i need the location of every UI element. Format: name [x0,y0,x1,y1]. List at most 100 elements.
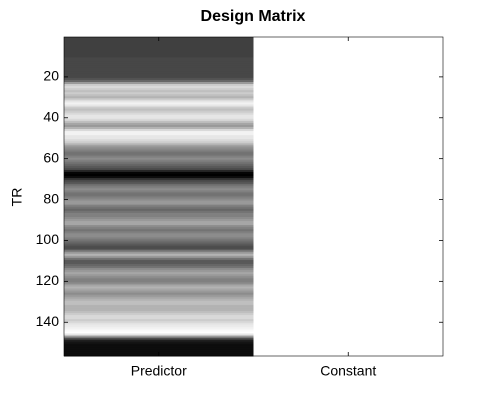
heatmap-cell [253,182,444,185]
heatmap-cell [64,225,254,228]
heatmap-cell [253,81,444,85]
heatmap-cell [253,319,444,322]
heatmap-cell [64,118,254,122]
heatmap-cell [253,96,444,99]
heatmap-cell [64,223,254,226]
heatmap-cell [64,343,254,347]
heatmap-cell [253,59,444,63]
heatmap-cell [253,304,444,308]
heatmap-cell [64,255,254,259]
heatmap-cell [253,71,444,75]
heatmap-cell [253,126,444,130]
y-tick-label: 60 [43,149,59,165]
heatmap-cell [253,112,444,116]
heatmap-cell [64,57,254,60]
heatmap-cell [253,73,444,77]
heatmap-cell [253,208,444,212]
heatmap-cell [253,237,444,240]
heatmap-cell [253,235,444,238]
heatmap-cell [64,135,254,138]
heatmap-cell [64,108,254,112]
heatmap-cell [64,116,254,120]
heatmap-cell [64,102,254,105]
heatmap-cell [253,155,444,159]
heatmap-cell [64,268,254,271]
x-tick-label: Constant [320,363,376,379]
axes: Predictor Constant 20 40 60 80 100 120 140 [36,36,444,379]
heatmap-cell [253,331,444,335]
heatmap-cell [253,321,444,324]
heatmap-cell [64,139,254,142]
heatmap-cell [253,141,444,144]
heatmap-cell [64,180,254,183]
heatmap-cell [64,241,254,245]
heatmap-cell [253,253,444,257]
heatmap-cell [253,174,444,177]
heatmap-cell [253,118,444,122]
heatmap-cell [253,86,444,89]
heatmap-cell [253,343,444,347]
y-tick-label: 20 [43,68,59,84]
heatmap-cell [64,69,254,73]
heatmap-cell [64,114,254,118]
heatmap-cell [64,315,254,318]
heatmap-cell [64,84,254,87]
heatmap-cell [64,347,254,351]
heatmap-cell [253,200,444,204]
heatmap-cell [253,268,444,271]
heatmap-cell [64,306,254,310]
heatmap-cell [64,147,254,150]
heatmap-cell [64,71,254,75]
heatmap-cell [64,126,254,130]
heatmap-cell [253,266,444,269]
heatmap-cell [253,129,444,132]
heatmap-cell [253,190,444,193]
heatmap-cell [64,272,254,275]
heatmap-cell [64,149,254,153]
heatmap-cell [64,167,254,171]
heatmap-cell [64,335,254,339]
heatmap-cell [64,341,254,345]
heatmap-cell [64,337,254,341]
y-tick-label: 40 [43,108,59,124]
heatmap-cell [64,129,254,132]
heatmap-cell [253,135,444,138]
heatmap-cell [64,210,254,214]
heatmap-cell [253,178,444,181]
heatmap-cell [253,169,444,173]
heatmap-cell [253,345,444,349]
heatmap-cell [64,159,254,163]
heatmap-cell [253,47,444,50]
heatmap-cell [64,319,254,322]
heatmap-cell [253,341,444,345]
heatmap-cell [64,235,254,238]
heatmap-cell [64,41,254,44]
heatmap-cells [64,37,444,357]
heatmap-cell [253,333,444,337]
heatmap-cell [253,63,444,67]
heatmap-cell [64,257,254,261]
heatmap-cell [253,243,444,247]
heatmap-cell [64,216,254,220]
heatmap-cell [64,110,254,114]
heatmap-cell [253,296,444,300]
heatmap-cell [64,261,254,265]
heatmap-cell [253,221,444,224]
heatmap-cell [64,237,254,240]
heatmap-cell [64,143,254,146]
heatmap-cell [253,196,444,200]
heatmap-cell [64,331,254,335]
y-axis-label: TR [9,188,25,207]
heatmap-cell [253,257,444,261]
heatmap-cell [64,233,254,236]
heatmap-cell [64,349,254,353]
heatmap-cell [64,202,254,206]
heatmap-cell [253,302,444,306]
heatmap-cell [64,186,254,189]
heatmap-cell [64,75,254,79]
heatmap-cell [253,90,444,93]
heatmap-cell [253,194,444,197]
heatmap-cell [64,206,254,210]
heatmap-cell [253,100,444,103]
